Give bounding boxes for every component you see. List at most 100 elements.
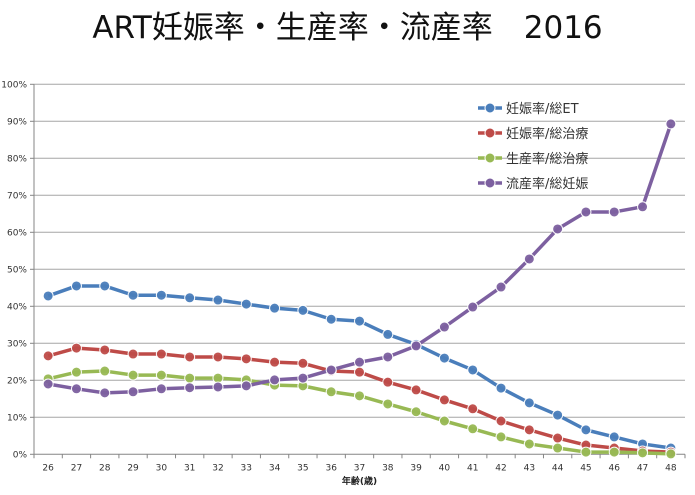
data-point xyxy=(580,206,592,218)
data-point xyxy=(410,340,422,352)
data-point xyxy=(99,387,111,399)
data-point xyxy=(523,397,535,409)
data-point xyxy=(184,351,196,363)
data-point xyxy=(495,415,507,427)
data-point xyxy=(297,372,309,384)
legend-marker xyxy=(484,102,496,114)
data-point xyxy=(325,364,337,376)
data-point xyxy=(552,442,564,454)
x-tick-label: 42 xyxy=(495,463,506,473)
x-tick-label: 44 xyxy=(552,463,564,473)
data-point xyxy=(467,403,479,415)
x-tick-label: 27 xyxy=(71,463,82,473)
legend-label: 流産率/総妊娠 xyxy=(506,176,588,192)
data-point xyxy=(240,298,252,310)
y-tick-label: 70% xyxy=(7,191,27,201)
data-point xyxy=(495,382,507,394)
x-tick-label: 41 xyxy=(467,463,478,473)
legend-label: 生産率/総治療 xyxy=(506,151,588,167)
data-point xyxy=(127,369,139,381)
data-point xyxy=(438,394,450,406)
y-tick-label: 20% xyxy=(7,376,27,386)
data-point xyxy=(495,431,507,443)
data-point xyxy=(665,118,677,130)
data-point xyxy=(269,374,281,386)
y-tick-label: 60% xyxy=(7,228,27,238)
data-point xyxy=(438,321,450,333)
data-point xyxy=(99,365,111,377)
x-tick-label: 35 xyxy=(297,463,308,473)
data-point xyxy=(523,424,535,436)
data-point xyxy=(580,424,592,436)
data-point xyxy=(608,446,620,458)
data-point xyxy=(240,380,252,392)
y-tick-label: 10% xyxy=(7,413,27,423)
data-point xyxy=(297,304,309,316)
data-point xyxy=(608,431,620,443)
data-point xyxy=(467,364,479,376)
x-tick-label: 40 xyxy=(439,463,451,473)
data-point xyxy=(127,348,139,360)
x-tick-label: 32 xyxy=(212,463,223,473)
legend-marker xyxy=(484,127,496,139)
x-tick-label: 38 xyxy=(382,463,394,473)
x-tick-label: 29 xyxy=(127,463,139,473)
data-point xyxy=(184,372,196,384)
x-tick-label: 36 xyxy=(325,463,337,473)
data-point xyxy=(523,438,535,450)
data-point xyxy=(410,406,422,418)
legend-marker xyxy=(484,152,496,164)
data-point xyxy=(99,280,111,292)
data-point xyxy=(155,289,167,301)
x-tick-label: 30 xyxy=(156,463,168,473)
data-point xyxy=(608,206,620,218)
chart-title: ART妊娠率・生産率・流産率 2016 xyxy=(92,10,603,46)
x-tick-label: 37 xyxy=(354,463,365,473)
data-point xyxy=(70,383,82,395)
x-tick-label: 34 xyxy=(269,463,281,473)
data-point xyxy=(127,386,139,398)
data-point xyxy=(552,409,564,421)
legend-label: 妊娠率/総治療 xyxy=(506,126,588,142)
x-tick-label: 47 xyxy=(637,463,648,473)
data-point xyxy=(127,289,139,301)
x-tick-label: 26 xyxy=(42,463,54,473)
y-tick-label: 90% xyxy=(7,117,27,127)
x-tick-label: 28 xyxy=(99,463,111,473)
x-tick-label: 48 xyxy=(665,463,677,473)
data-point xyxy=(184,382,196,394)
y-tick-label: 30% xyxy=(7,339,27,349)
x-tick-label: 33 xyxy=(241,463,252,473)
data-point xyxy=(637,447,649,459)
data-point xyxy=(70,366,82,378)
data-point xyxy=(382,398,394,410)
x-tick-label: 31 xyxy=(184,463,195,473)
data-point xyxy=(438,415,450,427)
data-point xyxy=(184,292,196,304)
data-point xyxy=(354,315,365,327)
data-point xyxy=(552,432,564,444)
x-tick-label: 39 xyxy=(410,463,422,473)
data-point xyxy=(637,201,649,213)
data-point xyxy=(297,357,309,369)
y-tick-label: 100% xyxy=(1,80,27,90)
data-point xyxy=(354,356,365,368)
data-point xyxy=(212,381,224,393)
data-point xyxy=(382,328,394,340)
data-point xyxy=(155,348,167,360)
data-point xyxy=(354,366,365,378)
data-point xyxy=(325,313,337,325)
data-point xyxy=(382,351,394,363)
legend-marker xyxy=(484,177,496,189)
y-tick-label: 40% xyxy=(7,302,27,312)
data-point xyxy=(155,383,167,395)
data-point xyxy=(42,350,54,362)
y-tick-label: 50% xyxy=(7,265,27,275)
data-point xyxy=(240,353,252,365)
x-tick-label: 45 xyxy=(580,463,591,473)
data-point xyxy=(354,390,365,402)
data-point xyxy=(580,446,592,458)
x-tick-label: 43 xyxy=(524,463,535,473)
